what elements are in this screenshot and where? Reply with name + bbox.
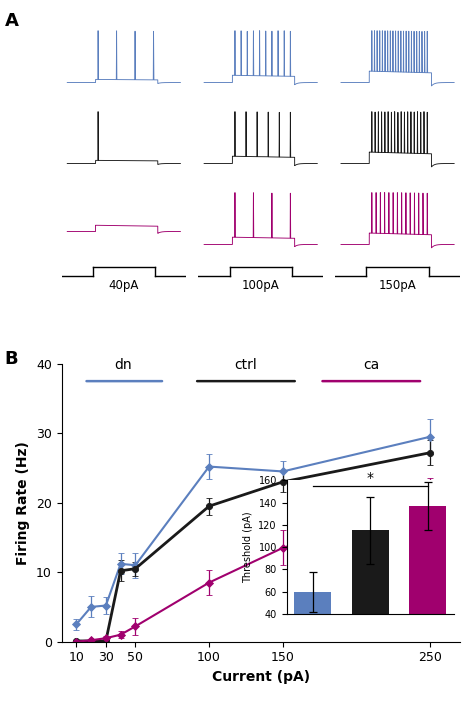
Text: B: B <box>5 350 18 368</box>
Text: ca: ca <box>363 358 379 372</box>
Text: 40pA: 40pA <box>109 279 139 292</box>
Text: A: A <box>5 12 18 30</box>
Text: ctrl: ctrl <box>235 358 257 372</box>
X-axis label: Current (pA): Current (pA) <box>211 670 310 684</box>
Text: 150pA: 150pA <box>379 279 417 292</box>
Y-axis label: Firing Rate (Hz): Firing Rate (Hz) <box>17 441 30 564</box>
Text: dn: dn <box>115 358 132 372</box>
Text: 100pA: 100pA <box>242 279 280 292</box>
